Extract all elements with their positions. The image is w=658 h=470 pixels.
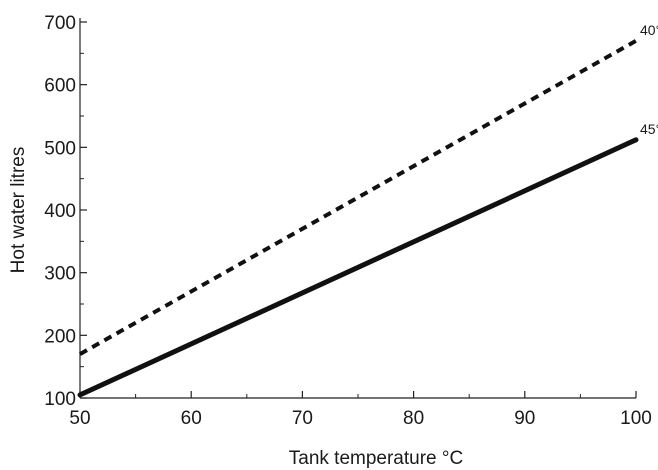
y-tick-label: 100 xyxy=(44,389,76,410)
y-axis-ticks: 100 200 300 400 500 600 700 xyxy=(44,13,87,410)
x-tick-label: 100 xyxy=(620,408,652,429)
plot-axes xyxy=(79,18,636,399)
y-axis-label: Hot water litres xyxy=(8,147,29,274)
y-tick-label: 500 xyxy=(44,138,76,159)
y-tick-label: 600 xyxy=(44,76,76,97)
x-tick-label: 70 xyxy=(292,408,313,429)
series-label-2: 45° xyxy=(640,121,658,137)
series-line-1 xyxy=(79,39,637,356)
x-tick-label: 60 xyxy=(181,408,202,429)
series-line-2 xyxy=(77,137,639,398)
series-group: 40° 45° xyxy=(77,22,658,398)
x-tick-label: 90 xyxy=(514,408,535,429)
y-tick-label: 300 xyxy=(44,264,76,285)
x-tick-label: 80 xyxy=(403,408,424,429)
x-tick-label: 50 xyxy=(69,408,90,429)
y-tick-label: 400 xyxy=(44,201,76,222)
series-label-1: 40° xyxy=(640,22,658,38)
x-axis-label: Tank temperature °C xyxy=(289,448,463,469)
x-axis-ticks: 50 60 70 80 90 100 xyxy=(69,391,652,429)
y-tick-label: 700 xyxy=(44,13,76,34)
y-tick-label: 200 xyxy=(44,326,76,347)
